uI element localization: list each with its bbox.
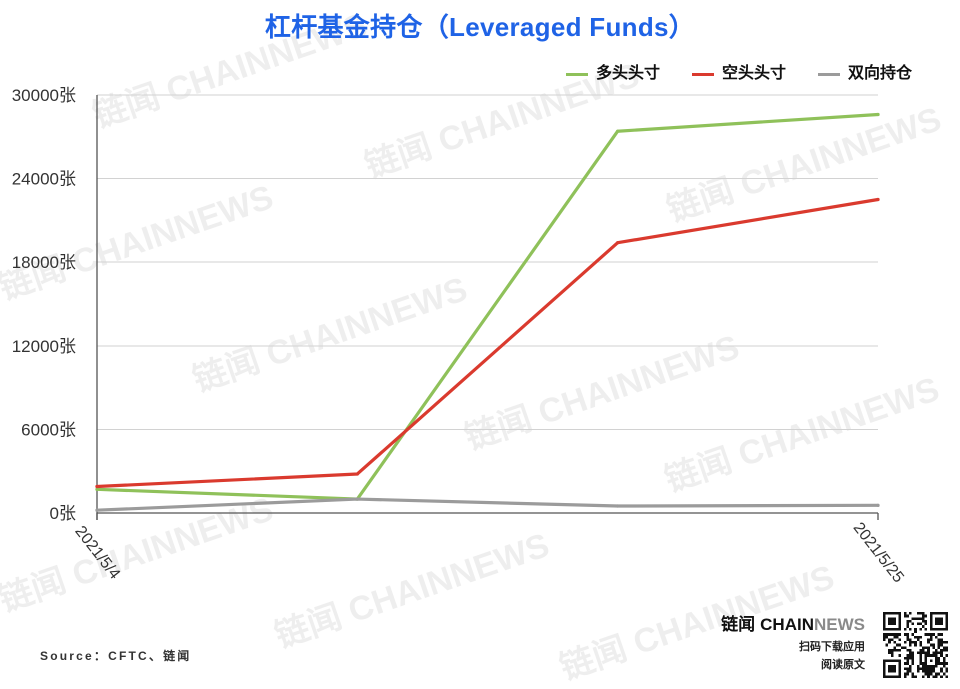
series-lines: [95, 112, 880, 512]
download-app-text: 扫码下载应用: [799, 641, 865, 653]
y-tick-label: 0张: [50, 504, 76, 523]
legend-label: 双向持仓: [848, 65, 913, 82]
legend-item: 空头头寸: [692, 64, 786, 84]
series-2-point: [355, 472, 359, 476]
x-tick-label: 2021/5/4: [71, 523, 123, 583]
legend-color-line: [566, 72, 588, 76]
brand-logo-cn: 链闻: [721, 615, 756, 634]
legend-color-line: [692, 72, 715, 76]
y-tick-label: 12000张: [12, 337, 76, 356]
series-3-point: [876, 503, 880, 507]
x-axis-labels: 2021/5/4 2021/5/25: [71, 520, 907, 587]
series-1-point: [876, 112, 880, 117]
y-tick-label: 18000张: [12, 253, 76, 272]
brand-logo: 链闻 CHAINNEWS: [721, 615, 865, 635]
legend-item: 双向持仓: [818, 64, 912, 84]
legend: 多头头寸 空头头寸 双向持仓: [566, 64, 912, 84]
read-original-text: 阅读原文: [821, 659, 865, 671]
qr-finder-pattern: [935, 617, 943, 626]
qr-finder-pattern: [888, 617, 896, 626]
series-1-point: [95, 487, 99, 491]
qr-alignment-pattern: [929, 659, 933, 663]
series-3-point: [355, 497, 359, 501]
legend-color-line: [818, 72, 841, 76]
qr-finder-pattern: [888, 664, 896, 673]
series-2-point: [95, 484, 99, 489]
axes: [96, 95, 879, 520]
source-note: Source：CFTC、链闻: [40, 649, 192, 663]
series-2-line: [95, 197, 880, 489]
gridlines: [97, 94, 878, 430]
brand-logo-en-dark: CHAIN: [760, 615, 814, 634]
series-3-line: [95, 497, 880, 512]
brand-block: 链闻 CHAINNEWS 扫码下载应用 阅读原文: [721, 615, 865, 674]
qr-finder-patterns: [883, 612, 948, 678]
series-2-point: [616, 241, 620, 245]
legend-item: 多头头寸: [566, 64, 660, 84]
legend-label: 多头头寸: [596, 65, 661, 82]
x-tick-label: 2021/5/25: [850, 520, 907, 587]
series-1-point: [616, 129, 620, 133]
y-axis-labels: 0张 6000张 12000张 18000张 24000张 30000张: [12, 86, 76, 523]
y-tick-label: 24000张: [12, 170, 76, 189]
legend-label: 空头头寸: [722, 65, 787, 82]
brand-logo-en-light: NEWS: [814, 615, 865, 634]
y-tick-label: 6000张: [21, 420, 76, 439]
series-2-point: [876, 197, 880, 202]
qr-code: [883, 612, 948, 678]
y-tick-label: 30000张: [12, 86, 76, 105]
series-3-point: [95, 508, 99, 512]
series-3-point: [616, 504, 620, 508]
chart-title: 杠杆基金持仓（Leveraged Funds）: [264, 12, 696, 42]
series-1-line: [95, 112, 880, 501]
qr-modules: [883, 612, 948, 678]
